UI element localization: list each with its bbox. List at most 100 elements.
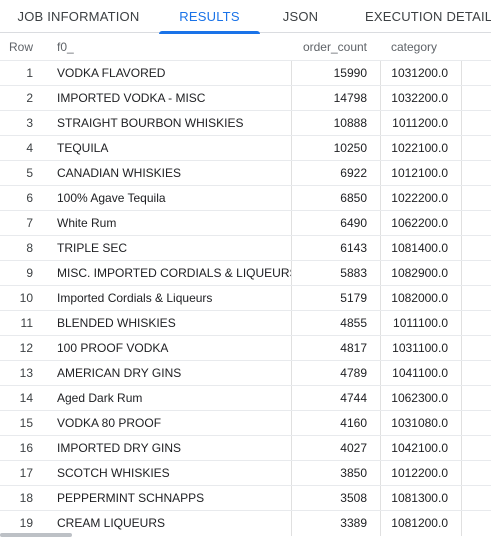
row-number: 6 <box>26 191 33 205</box>
cell-f0: Imported Cordials & Liqueurs <box>57 291 213 305</box>
cell-order-count: 4789 <box>291 361 380 386</box>
row-number: 4 <box>26 141 33 155</box>
column-header-f0[interactable]: f0_ <box>57 40 74 54</box>
row-number: 12 <box>19 341 33 355</box>
table-row[interactable]: 1 VODKA FLAVORED 15990 1031200.0 <box>0 60 491 86</box>
cell-order-count: 14798 <box>291 86 380 111</box>
cell-f0: TEQUILA <box>57 141 109 155</box>
cell-category: 1081300.0 <box>380 486 462 511</box>
cell-f0: PEPPERMINT SCHNAPPS <box>57 491 205 505</box>
cell-category: 1011200.0 <box>380 111 462 136</box>
row-number: 1 <box>26 66 33 80</box>
cell-f0: BLENDED WHISKIES <box>57 316 176 330</box>
cell-category: 1022100.0 <box>380 136 462 161</box>
cell-order-count: 4855 <box>291 311 380 336</box>
cell-category: 1041100.0 <box>380 361 462 386</box>
cell-category: 1081400.0 <box>380 236 462 261</box>
cell-order-count: 3389 <box>291 511 380 536</box>
column-header-order-count[interactable]: order_count <box>302 40 367 54</box>
cell-f0: VODKA 80 PROOF <box>57 416 162 430</box>
tab-results[interactable]: RESULTS <box>159 0 260 34</box>
cell-f0: AMERICAN DRY GINS <box>57 366 182 380</box>
cell-order-count: 6143 <box>291 236 380 261</box>
row-number: 3 <box>26 116 33 130</box>
cell-f0: IMPORTED VODKA - MISC <box>57 91 206 105</box>
cell-order-count: 5179 <box>291 286 380 311</box>
horizontal-scrollbar-thumb[interactable] <box>0 533 72 537</box>
table-row[interactable]: 16 IMPORTED DRY GINS 4027 1042100.0 <box>0 435 491 461</box>
tab-json[interactable]: JSON <box>282 9 319 24</box>
table-row[interactable]: 6 100% Agave Tequila 6850 1022200.0 <box>0 185 491 211</box>
cell-order-count: 10888 <box>291 111 380 136</box>
table-row[interactable]: 8 TRIPLE SEC 6143 1081400.0 <box>0 235 491 261</box>
cell-order-count: 4744 <box>291 386 380 411</box>
cell-category: 1042100.0 <box>380 436 462 461</box>
row-number: 7 <box>26 216 33 230</box>
row-number: 9 <box>26 266 33 280</box>
cell-order-count: 6850 <box>291 186 380 211</box>
table-row[interactable]: 13 AMERICAN DRY GINS 4789 1041100.0 <box>0 360 491 386</box>
table-header: Row f0_ order_count category <box>0 35 491 60</box>
tab-execution-details[interactable]: EXECUTION DETAILS <box>365 9 491 24</box>
cell-order-count: 15990 <box>291 61 380 86</box>
cell-order-count: 4160 <box>291 411 380 436</box>
table-row[interactable]: 14 Aged Dark Rum 4744 1062300.0 <box>0 385 491 411</box>
table-row[interactable]: 7 White Rum 6490 1062200.0 <box>0 210 491 236</box>
cell-f0: TRIPLE SEC <box>57 241 128 255</box>
cell-category: 1062200.0 <box>380 211 462 236</box>
cell-category: 1012100.0 <box>380 161 462 186</box>
cell-f0: MISC. IMPORTED CORDIALS & LIQUEURS <box>57 266 291 280</box>
cell-order-count: 6922 <box>291 161 380 186</box>
cell-category: 1082900.0 <box>380 261 462 286</box>
cell-category: 1011100.0 <box>380 311 462 336</box>
cell-category: 1081200.0 <box>380 511 462 536</box>
table-row[interactable]: 3 STRAIGHT BOURBON WHISKIES 10888 1011200.0 <box>0 110 491 136</box>
row-number: 16 <box>19 441 33 455</box>
tab-job-information[interactable]: JOB INFORMATION <box>17 9 140 24</box>
cell-order-count: 5883 <box>291 261 380 286</box>
cell-category: 1062300.0 <box>380 386 462 411</box>
row-number: 17 <box>19 466 33 480</box>
row-number: 5 <box>26 166 33 180</box>
cell-f0: CANADIAN WHISKIES <box>57 166 182 180</box>
row-number: 15 <box>19 416 33 430</box>
row-number: 19 <box>19 516 33 530</box>
table-row[interactable]: 11 BLENDED WHISKIES 4855 1011100.0 <box>0 310 491 336</box>
cell-order-count: 3508 <box>291 486 380 511</box>
cell-order-count: 3850 <box>291 461 380 486</box>
cell-order-count: 10250 <box>291 136 380 161</box>
table-row[interactable]: 4 TEQUILA 10250 1022100.0 <box>0 135 491 161</box>
cell-f0: Aged Dark Rum <box>57 391 143 405</box>
table-row[interactable]: 9 MISC. IMPORTED CORDIALS & LIQUEURS 5883 1… <box>0 260 491 286</box>
cell-category: 1031080.0 <box>380 411 462 436</box>
table-row[interactable]: 5 CANADIAN WHISKIES 6922 1012100.0 <box>0 160 491 186</box>
row-number: 11 <box>20 316 33 330</box>
cell-order-count: 6490 <box>291 211 380 236</box>
row-number: 10 <box>19 291 33 305</box>
table-row[interactable]: 10 Imported Cordials & Liqueurs 5179 108200… <box>0 285 491 311</box>
cell-f0: CREAM LIQUEURS <box>57 516 166 530</box>
cell-order-count: 4817 <box>291 336 380 361</box>
row-number: 2 <box>26 91 33 105</box>
cell-category: 1012200.0 <box>380 461 462 486</box>
table-row[interactable]: 12 100 PROOF VODKA 4817 1031100.0 <box>0 335 491 361</box>
cell-category: 1031100.0 <box>380 336 462 361</box>
cell-f0: IMPORTED DRY GINS <box>57 441 182 455</box>
column-header-category[interactable]: category <box>391 40 438 54</box>
table-row[interactable]: 2 IMPORTED VODKA - MISC 14798 1032200.0 <box>0 85 491 111</box>
table-row[interactable]: 19 CREAM LIQUEURS 3389 1081200.0 <box>0 510 491 536</box>
cell-category: 1032200.0 <box>380 86 462 111</box>
table-row[interactable]: 18 PEPPERMINT SCHNAPPS 3508 1081300.0 <box>0 485 491 511</box>
results-tab-bar: JOB INFORMATION RESULTS JSON EXECUTION D… <box>0 0 491 34</box>
cell-f0: 100 PROOF VODKA <box>57 341 169 355</box>
cell-order-count: 4027 <box>291 436 380 461</box>
cell-f0: VODKA FLAVORED <box>57 66 166 80</box>
cell-f0: White Rum <box>57 216 117 230</box>
cell-category: 1082000.0 <box>380 286 462 311</box>
table-row[interactable]: 15 VODKA 80 PROOF 4160 1031080.0 <box>0 410 491 436</box>
table-row[interactable]: 17 SCOTCH WHISKIES 3850 1012200.0 <box>0 460 491 486</box>
cell-f0: 100% Agave Tequila <box>57 191 166 205</box>
cell-category: 1031200.0 <box>380 61 462 86</box>
column-header-row: Row <box>8 40 33 54</box>
row-number: 8 <box>26 241 33 255</box>
